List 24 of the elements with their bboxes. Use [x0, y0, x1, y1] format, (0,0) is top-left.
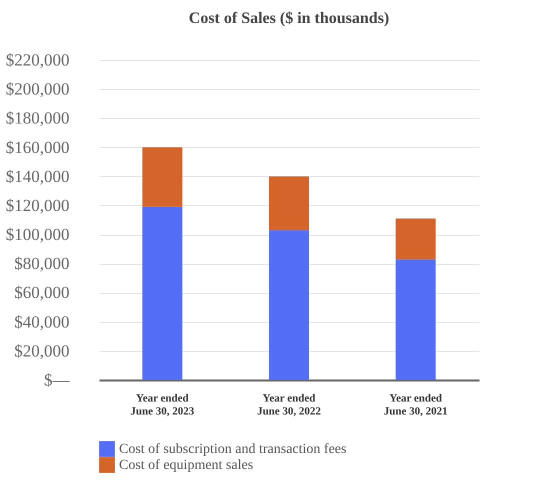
bar [269, 176, 309, 230]
x-tick-label: Year ended June 30, 2022 [257, 392, 322, 418]
bar [142, 147, 182, 207]
y-tick-label: $160,000 [6, 138, 70, 157]
y-tick-label: $200,000 [6, 80, 70, 99]
chart-title: Cost of Sales ($ in thousands) [188, 10, 390, 27]
x-tick-label: Year ended June 30, 2023 [130, 392, 195, 418]
y-tick-label: $120,000 [6, 196, 70, 215]
bar [396, 259, 436, 380]
bar [396, 218, 436, 260]
y-tick-label: $— [44, 370, 70, 390]
y-tick-label: $220,000 [6, 50, 70, 70]
y-tick-label: $180,000 [6, 108, 70, 128]
y-tick-label: $80,000 [14, 254, 70, 274]
bar [269, 230, 309, 380]
x-tick-label: Year ended June 30, 2021 [384, 392, 448, 418]
y-tick-label: $140,000 [6, 166, 70, 186]
y-tick-label: $20,000 [14, 341, 70, 360]
legend-label: Cost of equipment sales [119, 458, 254, 473]
legend-label: Cost of subscription and transaction fees [119, 442, 346, 457]
y-tick-label: $40,000 [14, 312, 70, 332]
y-tick-label: $60,000 [14, 283, 70, 302]
bar [142, 206, 182, 380]
y-tick-label: $100,000 [6, 225, 70, 244]
